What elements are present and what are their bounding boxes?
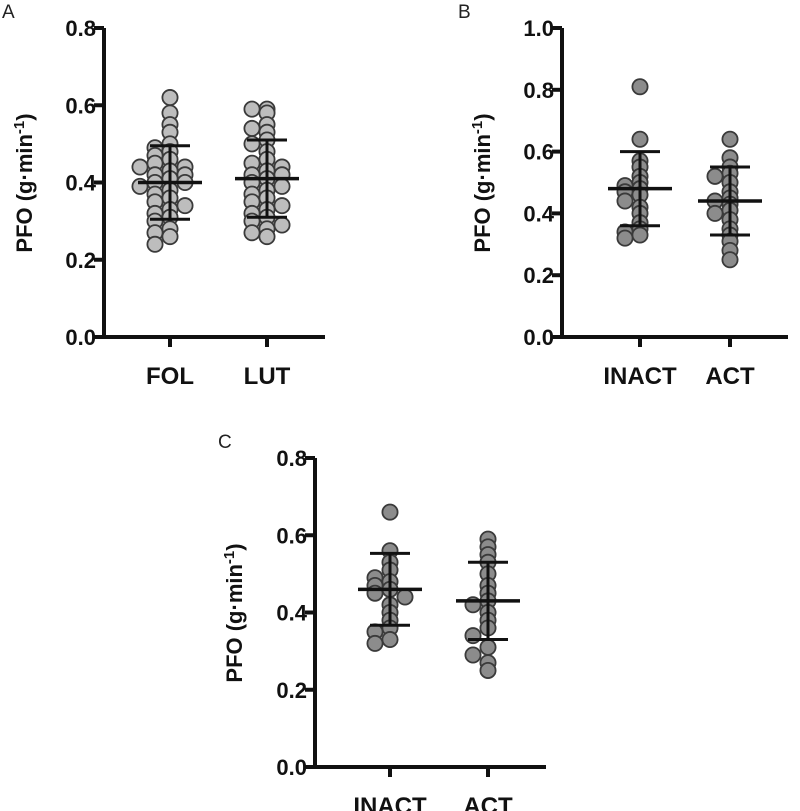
x-category-label: INACT [603,363,677,390]
x-category-label: LUT [244,363,291,390]
y-tick-label: 0.0 [65,325,96,350]
x-category-label: INACT [353,793,427,811]
panel-b-y-axis-title: PFO (g·min-1) [469,113,495,252]
data-point [396,588,414,606]
data-point [176,197,194,215]
x-category-label: ACT [463,793,513,811]
data-point [366,634,384,652]
data-point [131,158,149,176]
y-tick-label: 0.2 [65,248,96,273]
data-point [706,204,724,222]
y-tick-label: 0.6 [276,523,307,548]
x-category-label: ACT [705,363,755,390]
panel-c: C PFO (g·min-1) 0.0 0.2 0.4 0.6 0.8 INACT ACT [218,432,546,811]
data-point [616,192,634,210]
panel-c-letter: C [218,432,232,453]
data-point [258,228,276,246]
data-point [381,631,399,649]
y-tick-label: 0.2 [523,263,554,288]
data-point [464,646,482,664]
data-point [161,89,179,107]
y-tick-label: 1.0 [523,16,554,41]
data-point [161,228,179,246]
y-tick-label: 0.4 [276,601,307,626]
data-point [479,661,497,679]
y-tick-label: 0.6 [523,140,554,165]
y-tick-label: 0.8 [276,446,307,471]
y-tick-label: 0.2 [276,678,307,703]
y-tick-label: 0.0 [523,325,554,350]
y-tick-label: 0.4 [523,201,554,226]
y-tick-label: 0.8 [523,78,554,103]
x-category-label: FOL [146,363,194,390]
data-point [273,177,291,195]
data-point [721,251,739,269]
data-point [631,78,649,96]
y-tick-label: 0.0 [276,755,307,780]
panel-a-y-axis-title: PFO (g·min-1) [11,113,37,252]
data-point [381,503,399,521]
panel-c-y-axis-title: PFO (g·min-1) [221,543,247,682]
data-point [631,226,649,244]
panel-a-letter: A [2,2,15,23]
panel-a: A PFO (g·min-1) 0.0 0.2 0.4 0.6 0.8 FOL LUT [2,2,325,390]
y-tick-label: 0.4 [65,171,96,196]
y-tick-label: 0.6 [65,93,96,118]
data-point [243,119,261,137]
data-point [243,100,261,118]
data-point [273,197,291,215]
data-point [146,235,164,253]
data-point [479,638,497,656]
y-tick-label: 0.8 [65,16,96,41]
panel-b-letter: B [458,2,471,23]
data-point [243,224,261,242]
panel-b: B PFO (g·min-1) 0.0 0.2 0.4 0.6 0.8 1.0 INACT A… [458,2,788,390]
data-point [706,167,724,185]
data-point [631,130,649,148]
data-point [273,216,291,234]
data-point [616,229,634,247]
data-point [721,130,739,148]
